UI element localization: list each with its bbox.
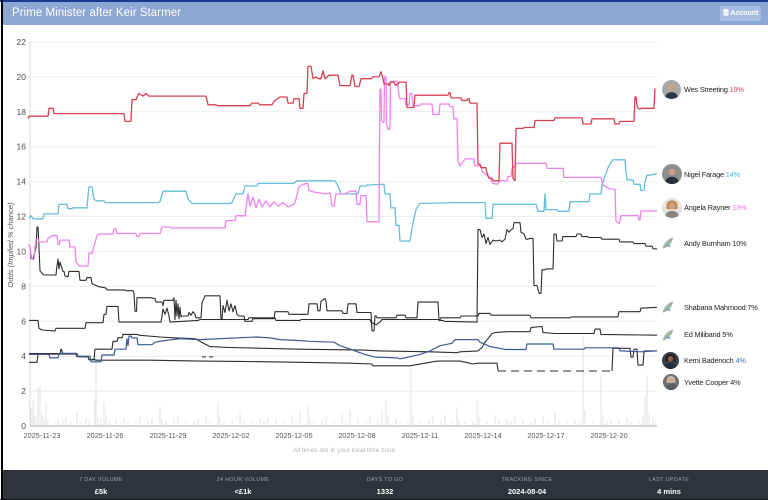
svg-text:2025-12-08: 2025-12-08 <box>338 431 375 440</box>
svg-text:14: 14 <box>17 177 27 187</box>
svg-text:2025-12-02: 2025-12-02 <box>212 431 249 440</box>
svg-text:4: 4 <box>21 351 26 361</box>
svg-text:2025-12-11: 2025-12-11 <box>402 431 439 440</box>
svg-text:8: 8 <box>21 281 26 291</box>
svg-text:2025-12-20: 2025-12-20 <box>590 431 627 440</box>
svg-text:16: 16 <box>17 142 27 152</box>
svg-text:18: 18 <box>17 107 27 117</box>
svg-text:All times are in your local ti: All times are in your local time zone <box>293 447 396 454</box>
svg-text:2025-11-23: 2025-11-23 <box>24 431 61 440</box>
svg-text:Odds (Implied % chance): Odds (Implied % chance) <box>6 202 15 288</box>
svg-text:6: 6 <box>21 316 26 326</box>
svg-text:22: 22 <box>17 37 27 47</box>
svg-text:2025-12-14: 2025-12-14 <box>464 431 501 440</box>
svg-text:2025-12-17: 2025-12-17 <box>527 431 564 440</box>
svg-text:20: 20 <box>17 72 27 82</box>
svg-text:12: 12 <box>17 212 27 222</box>
svg-text:2025-12-05: 2025-12-05 <box>275 431 312 440</box>
svg-text:10: 10 <box>17 247 27 257</box>
svg-text:2: 2 <box>21 386 26 396</box>
svg-text:2025-11-29: 2025-11-29 <box>150 431 187 440</box>
svg-text:0: 0 <box>21 421 26 431</box>
svg-text:2025-11-26: 2025-11-26 <box>87 431 124 440</box>
